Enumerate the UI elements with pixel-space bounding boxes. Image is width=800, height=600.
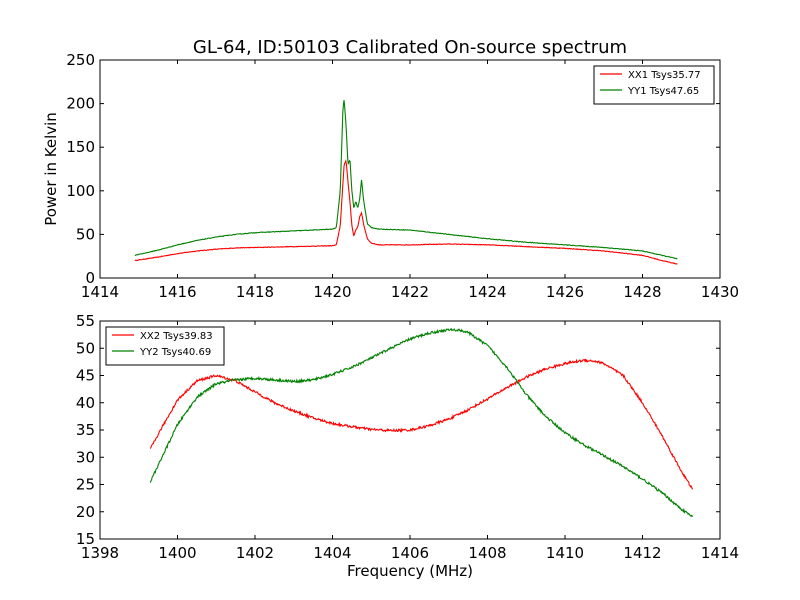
y-tick-label: 25 (76, 476, 95, 494)
y-tick-label: 35 (76, 421, 95, 439)
y-tick-label: 30 (76, 448, 95, 466)
legend-label: XX2 Tsys39.83 (140, 331, 213, 342)
series-line-1 (149, 358, 693, 490)
bottom-spectrum-plot: 1398 1400 1402 1404 1406 1408 1410 1412 1414 15 20… (76, 312, 739, 580)
y-tick-label: 45 (76, 367, 95, 385)
x-tick-label: 1406 (391, 544, 429, 562)
x-tick-label: 1408 (468, 544, 506, 562)
x-tick-label: 1424 (468, 283, 506, 301)
x-tick-label: 1430 (701, 283, 739, 301)
x-tick-label: 1404 (313, 544, 351, 562)
x-tick-label: 1428 (623, 283, 661, 301)
legend-label: YY2 Tsys40.69 (139, 347, 211, 358)
y-tick-label: 40 (76, 394, 95, 412)
y-tick-label: 55 (76, 312, 95, 330)
x-tick-label: 1410 (546, 544, 584, 562)
x-tick-label: 1398 (81, 544, 119, 562)
y-axis-label: Power in Kelvin (42, 112, 60, 226)
series-line-2 (134, 100, 678, 260)
legend: XX1 Tsys35.77 YY1 Tsys47.65 (593, 65, 715, 105)
series-line-1 (134, 159, 678, 265)
x-tick-label: 1422 (391, 283, 429, 301)
figure-title: GL-64, ID:50103 Calibrated On-source spe… (193, 37, 627, 58)
y-tick-label: 15 (76, 530, 95, 548)
x-tick-label: 1414 (81, 283, 119, 301)
y-tick-label: 50 (76, 225, 95, 243)
x-tick-label: 1402 (236, 544, 274, 562)
y-tick-label: 50 (76, 339, 95, 357)
y-tick-label: 200 (66, 95, 95, 113)
y-tick-label: 100 (66, 182, 95, 200)
legend-label: XX1 Tsys35.77 (628, 70, 701, 81)
y-tick-label: 250 (66, 51, 95, 69)
legend-box (105, 326, 225, 366)
legend: XX2 Tsys39.83 YY2 Tsys40.69 (105, 326, 225, 366)
y-tick-label: 0 (85, 269, 95, 287)
x-tick-label: 1426 (546, 283, 584, 301)
x-axis-label: Frequency (MHz) (347, 562, 473, 580)
legend-box (593, 65, 715, 105)
legend-label: YY1 Tsys47.65 (627, 86, 699, 97)
series-line-2 (149, 327, 694, 518)
x-tick-label: 1418 (236, 283, 274, 301)
x-tick-label: 1414 (701, 544, 739, 562)
x-tick-label: 1412 (623, 544, 661, 562)
x-tick-label: 1416 (158, 283, 196, 301)
y-tick-label: 20 (76, 503, 95, 521)
series-group (149, 327, 694, 518)
y-tick-label: 150 (66, 138, 95, 156)
top-spectrum-plot: 1414 1416 1418 1420 1422 1424 1426 1428 1430 0 50 1… (42, 51, 739, 301)
x-tick-label: 1400 (158, 544, 196, 562)
series-group (134, 100, 678, 265)
x-tick-label: 1420 (313, 283, 351, 301)
